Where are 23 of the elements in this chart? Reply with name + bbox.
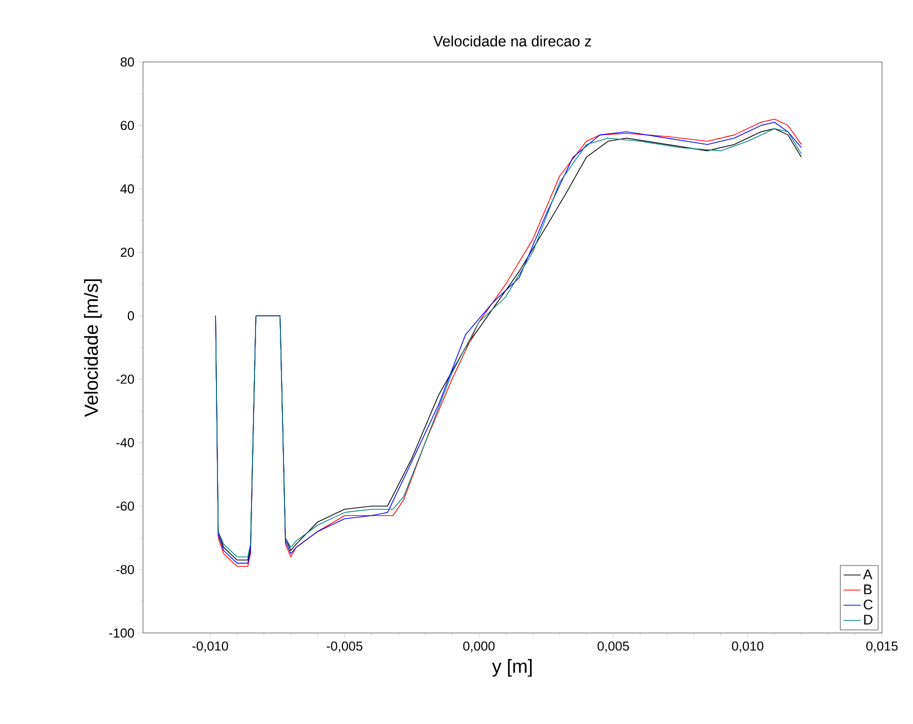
x-tick-label: 0,005 — [598, 642, 629, 652]
x-tick-label: -0,005 — [326, 642, 362, 652]
x-tick-label: -0,010 — [192, 642, 228, 652]
chart-title: Velocidade na direcao z — [433, 36, 592, 46]
legend-label: D — [864, 614, 872, 624]
y-tick-label: 80 — [120, 57, 134, 67]
y-tick-label: 40 — [120, 184, 134, 194]
y-tick-label: -20 — [116, 374, 134, 384]
x-tick-label: 0,010 — [732, 642, 764, 652]
legend-label: A — [863, 569, 872, 580]
y-axis-title: Velocidade [m/s] — [84, 279, 102, 417]
x-tick-label: 0,000 — [463, 642, 495, 652]
y-tick-label: -80 — [116, 564, 134, 574]
x-axis-title: y [m] — [492, 659, 532, 677]
legend-label: C — [864, 600, 873, 610]
y-tick-label: -60 — [116, 502, 134, 511]
y-tick-label: -40 — [116, 438, 134, 448]
x-tick-label: 0,015 — [866, 642, 898, 652]
y-tick-label: 0 — [128, 311, 134, 320]
y-tick-label: -100 — [109, 628, 134, 638]
y-tick-label: 20 — [120, 248, 134, 257]
legend-label: B — [864, 584, 872, 594]
y-tick-label: 60 — [120, 120, 134, 130]
